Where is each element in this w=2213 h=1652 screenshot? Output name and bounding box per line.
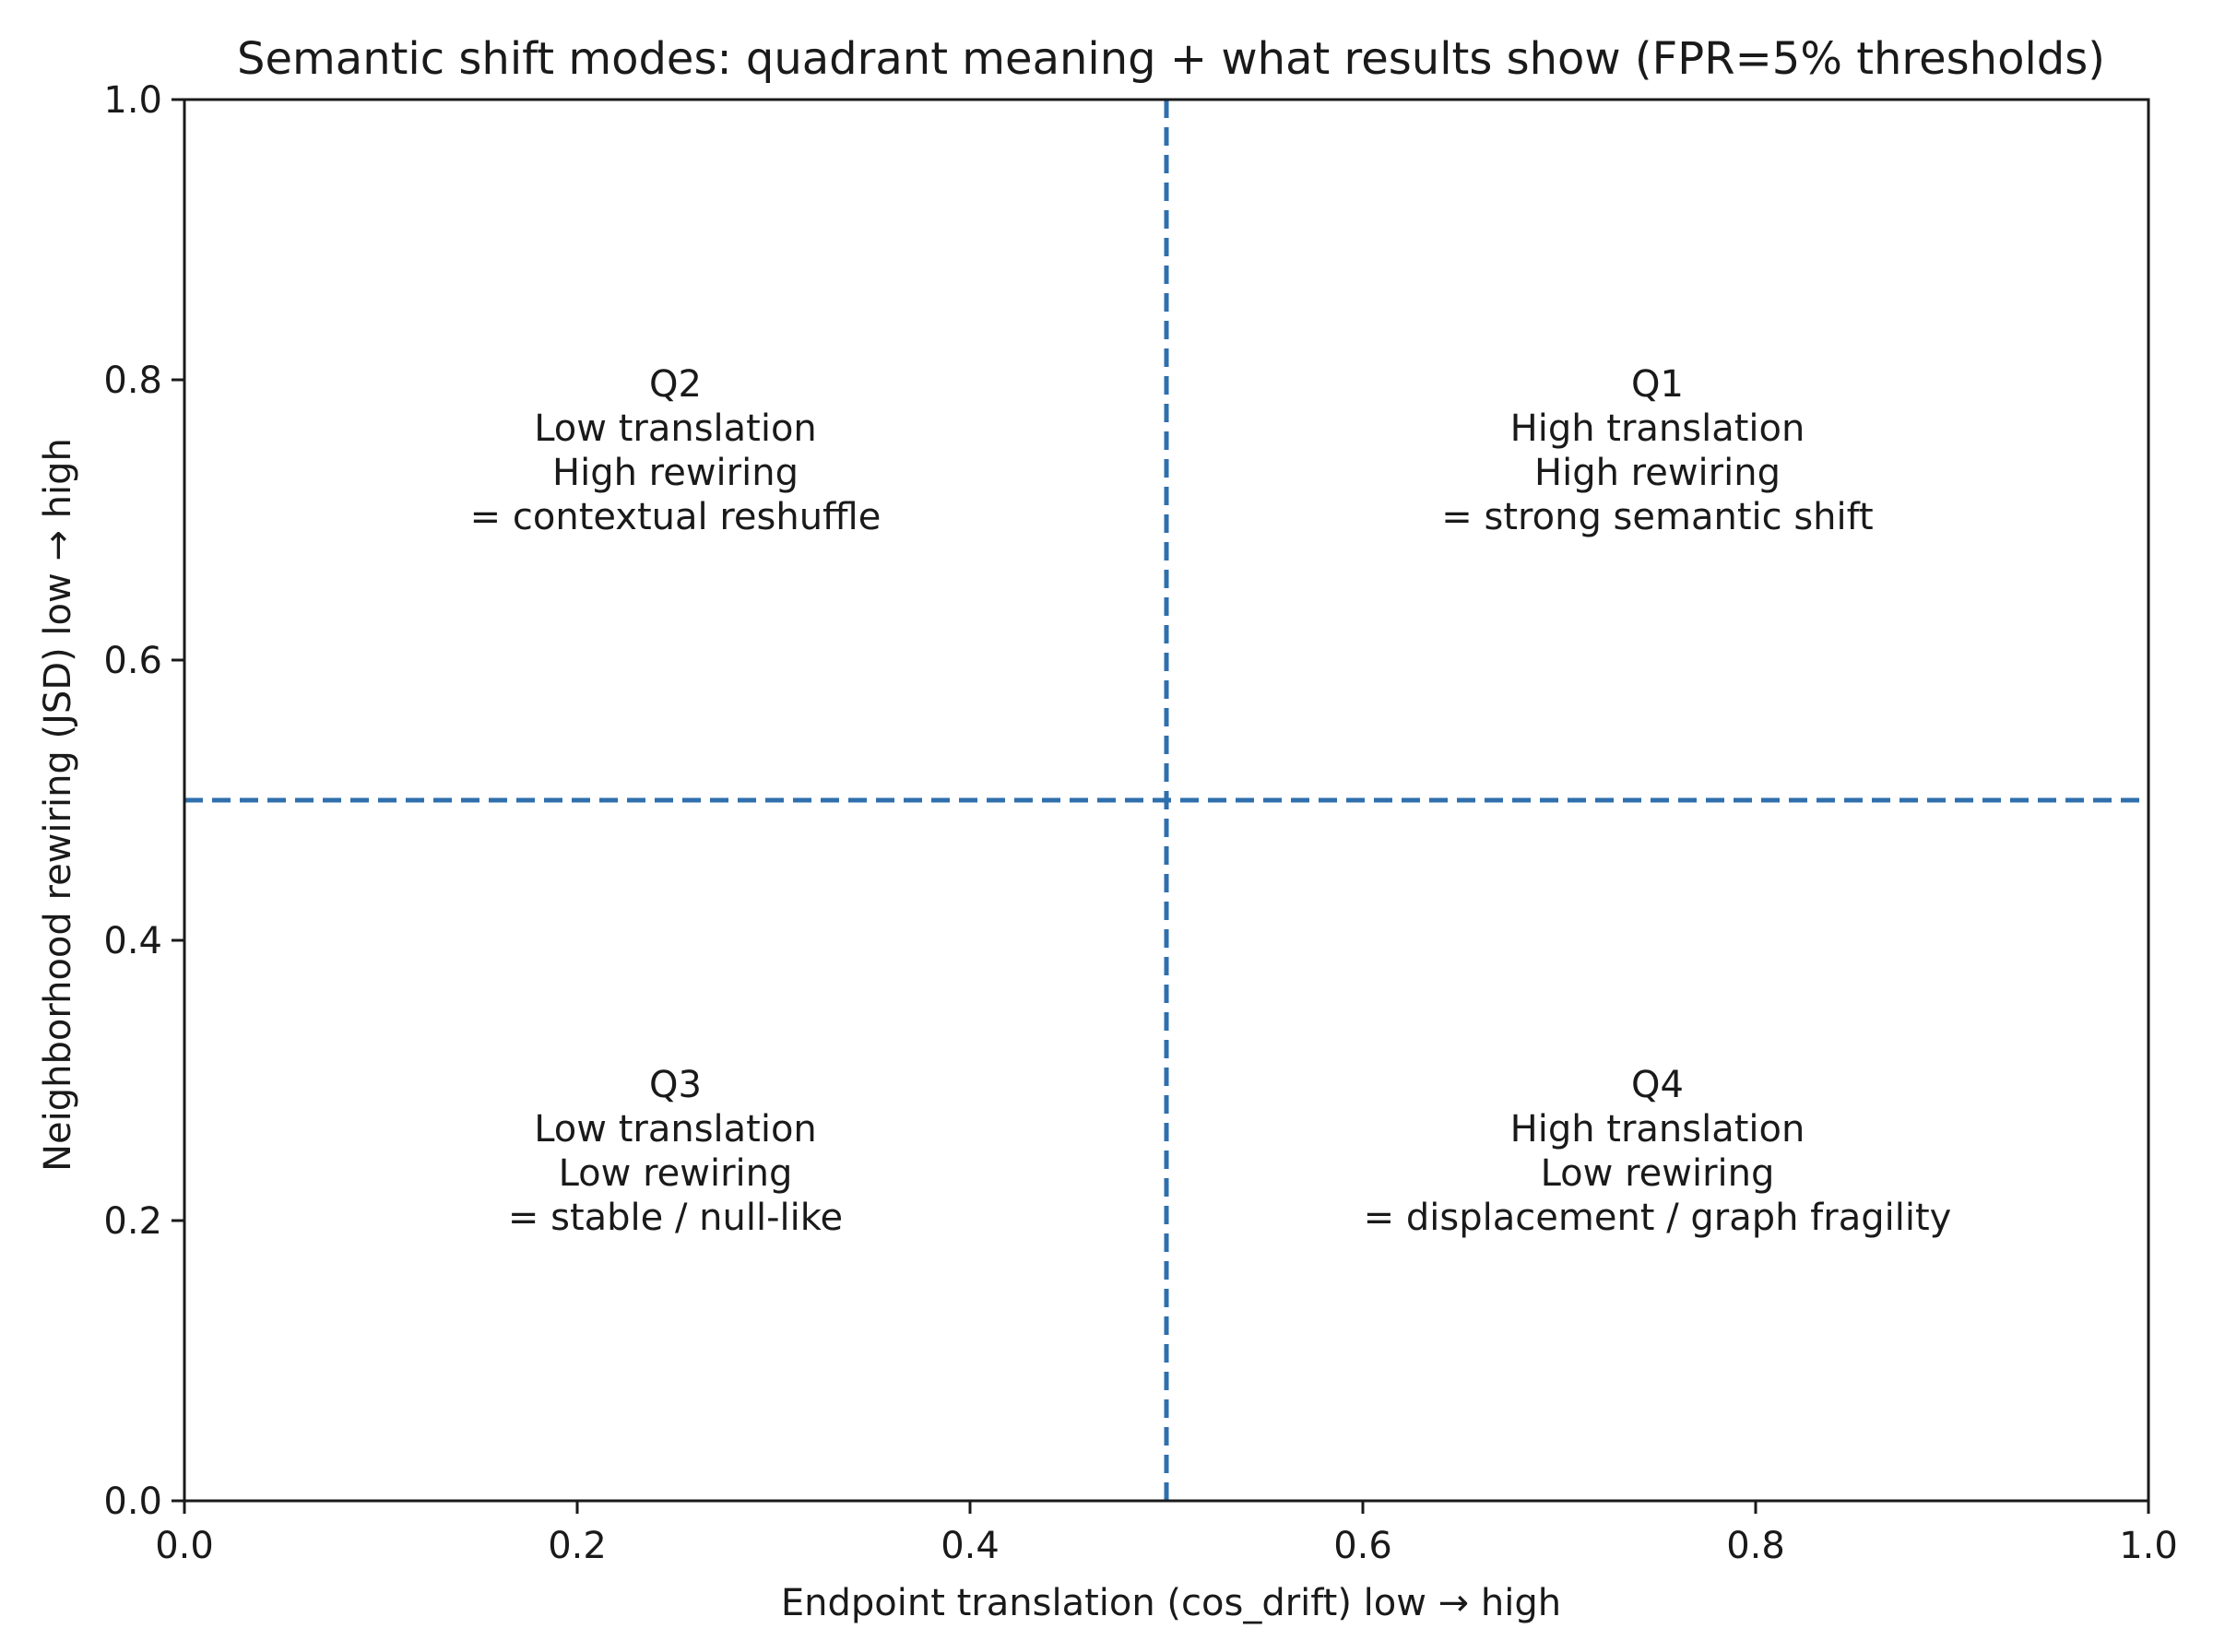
plot-frame	[183, 98, 2150, 1503]
quadrant-annotation-line: High rewiring	[552, 452, 799, 494]
quadrant-annotation-line: Low translation	[534, 407, 817, 450]
quadrant-annotation-line: = stable / null-like	[508, 1197, 843, 1239]
quadrant-annotation-line: Low rewiring	[1541, 1152, 1775, 1195]
y-axis-label: Neighborhood rewiring (JSD) low → high	[37, 438, 79, 1172]
quadrant-annotation-line: Q1	[1631, 363, 1684, 406]
y-tick-label: 0.8	[103, 360, 162, 402]
quadrant-annotation-line: Low translation	[534, 1108, 817, 1150]
threshold-lines	[184, 100, 2148, 1501]
quadrant-annotation-line: = strong semantic shift	[1441, 496, 1873, 538]
x-tick-label: 0.6	[1333, 1525, 1392, 1567]
quadrant-annotation-line: High translation	[1510, 407, 1805, 450]
y-tick-label: 0.2	[103, 1200, 162, 1243]
x-tick-label: 0.8	[1726, 1525, 1785, 1567]
quadrant-annotation-line: = displacement / graph fragility	[1364, 1197, 1952, 1239]
quadrant-annotation-line: High translation	[1510, 1108, 1805, 1150]
quadrant-annotation-line: = contextual reshuffle	[470, 496, 882, 538]
y-axis-ticks: 0.0 0.2 0.4 0.6 0.8 1.0	[103, 79, 184, 1523]
x-tick-label: 0.2	[548, 1525, 607, 1567]
x-tick-label: 0.4	[941, 1525, 1000, 1567]
y-tick-label: 0.0	[103, 1481, 162, 1523]
quadrant-annotation-line: Q4	[1631, 1064, 1684, 1106]
quadrant-annotation-q3: Q3 Low translation Low rewiring = stable / …	[508, 1064, 843, 1239]
x-axis-ticks: 0.0 0.2 0.4 0.6 0.8 1.0	[155, 1501, 2178, 1567]
chart-title: Semantic shift modes: quadrant meaning +…	[237, 33, 2105, 85]
quadrant-annotation-q4: Q4 High translation Low rewiring = displace…	[1364, 1064, 1952, 1239]
quadrant-annotation-q1: Q1 High translation High rewiring = strong …	[1441, 363, 1873, 538]
quadrant-annotation-line: Q3	[649, 1064, 702, 1106]
quadrant-annotation-line: Low rewiring	[559, 1152, 793, 1195]
quadrant-annotation-line: Q2	[649, 363, 702, 406]
y-tick-label: 1.0	[103, 79, 162, 122]
x-tick-label: 1.0	[2119, 1525, 2178, 1567]
x-axis-label: Endpoint translation (cos_drift) low → h…	[781, 1582, 1561, 1624]
quadrant-annotation-line: High rewiring	[1534, 452, 1781, 494]
y-tick-label: 0.4	[103, 920, 162, 962]
quadrant-annotation-q2: Q2 Low translation High rewiring = contextu…	[470, 363, 882, 538]
quadrant-annotations: Q2 Low translation High rewiring = contextu…	[470, 363, 1952, 1239]
y-tick-label: 0.6	[103, 640, 162, 682]
x-tick-label: 0.0	[155, 1525, 214, 1567]
